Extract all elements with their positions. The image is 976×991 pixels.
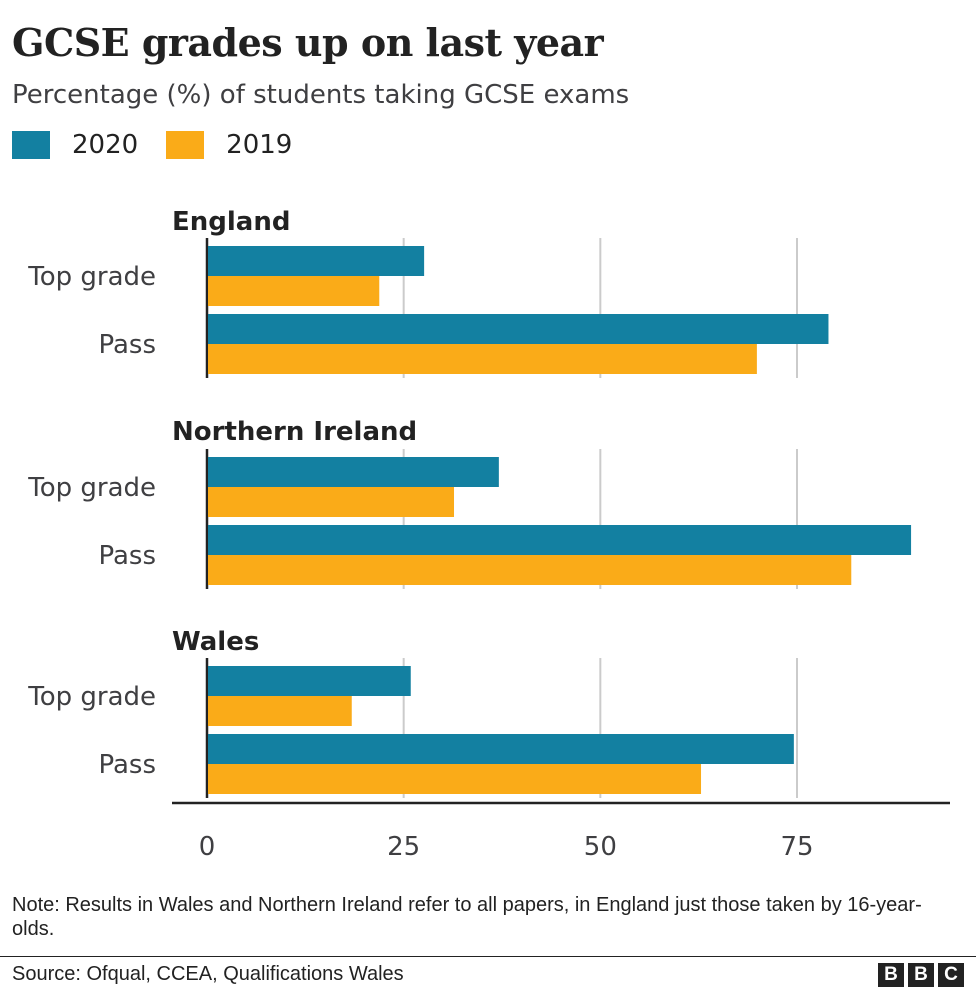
bar-2019 xyxy=(208,764,702,794)
bar-chart: England Top grade Pass Northern Ireland Top … xyxy=(27,207,950,862)
legend-item-2019: 2019 xyxy=(166,130,292,160)
category-label: Pass xyxy=(98,750,156,780)
bar-2020 xyxy=(208,457,499,487)
source-text: Source: Ofqual, CCEA, Qualifications Wal… xyxy=(12,963,404,985)
legend-swatch-2020 xyxy=(12,131,50,159)
footer-divider xyxy=(0,956,976,957)
category-label: Pass xyxy=(98,541,156,571)
bar-2020 xyxy=(208,734,794,764)
category-label: Top grade xyxy=(27,682,156,712)
bar-2019 xyxy=(208,344,757,374)
category-label: Top grade xyxy=(27,473,156,503)
legend-label-2020: 2020 xyxy=(72,130,139,160)
bar-2019 xyxy=(208,555,852,585)
chart-note: Note: Results in Wales and Northern Irel… xyxy=(12,894,922,940)
category-label: Top grade xyxy=(27,262,156,292)
bbc-logo-letter: B xyxy=(878,963,904,987)
bar-2019 xyxy=(208,696,352,726)
legend-label-2019: 2019 xyxy=(226,130,293,160)
legend-swatch-2019 xyxy=(166,131,205,159)
group-label: Wales xyxy=(172,627,259,657)
bar-2020 xyxy=(208,525,912,555)
bbc-logo-letter: C xyxy=(938,963,964,987)
bar-2020 xyxy=(208,314,829,344)
x-tick-label: 25 xyxy=(387,832,420,862)
x-tick-label: 0 xyxy=(199,832,216,862)
bar-2020 xyxy=(208,246,425,276)
legend-item-2020: 2020 xyxy=(12,130,138,160)
group-label: England xyxy=(172,207,290,237)
group-label: Northern Ireland xyxy=(172,417,417,447)
bbc-logo: B B C xyxy=(874,963,964,987)
category-label: Pass xyxy=(98,330,156,360)
bar-2020 xyxy=(208,666,411,696)
bbc-logo-letter: B xyxy=(908,963,934,987)
bar-2019 xyxy=(208,276,380,306)
chart-title: GCSE grades up on last year xyxy=(12,20,604,65)
chart-subtitle: Percentage (%) of students taking GCSE e… xyxy=(12,80,630,110)
x-tick-label: 75 xyxy=(780,832,813,862)
bar-2019 xyxy=(208,487,455,517)
legend: 2020 2019 xyxy=(12,130,320,160)
x-tick-label: 50 xyxy=(584,832,617,862)
